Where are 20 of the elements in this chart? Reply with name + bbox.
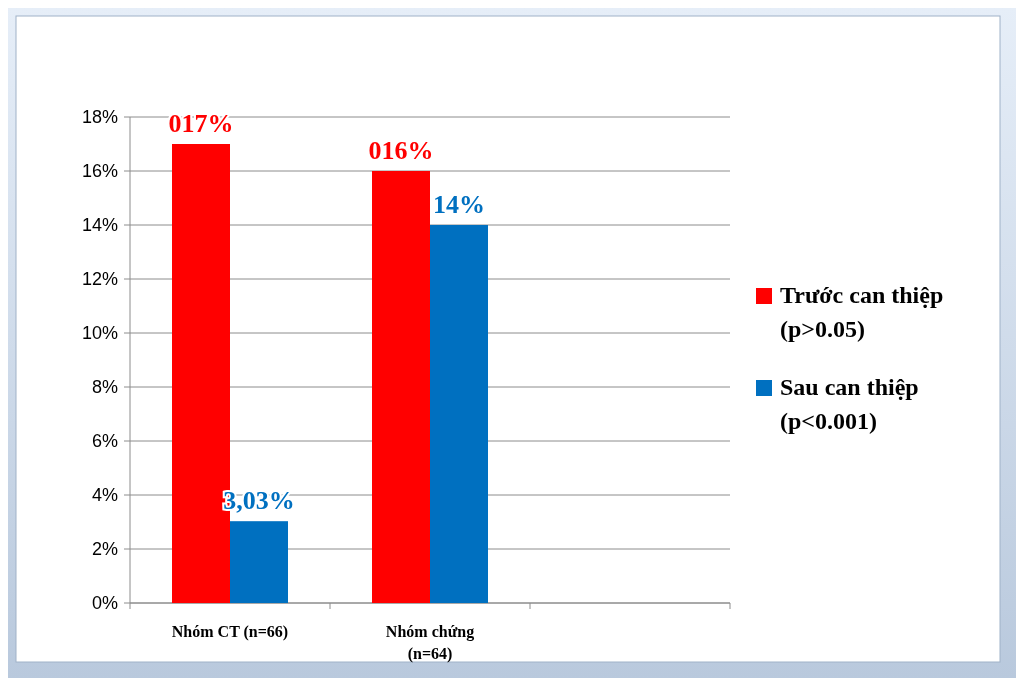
bar [230, 521, 288, 603]
y-tick-label: 12% [81, 269, 118, 290]
bar [430, 225, 488, 603]
bar [372, 171, 430, 603]
x-tick-label: Nhóm chứng (n=64) [385, 623, 475, 663]
y-tick-label: 8% [91, 377, 118, 398]
legend-label: Sau can thiệp (p<0.001) [780, 374, 919, 434]
legend-label: Trước can thiệp (p>0.05) [780, 282, 944, 342]
y-tick-label: 18% [81, 107, 118, 128]
y-tick-label: 6% [91, 431, 118, 452]
y-tick-label: 10% [81, 323, 118, 344]
data-label: 14% [433, 190, 485, 219]
data-label: 016% [368, 136, 434, 165]
data-label: 017% [168, 109, 234, 138]
y-tick-label: 14% [81, 215, 118, 236]
y-tick-label: 0% [91, 593, 118, 614]
y-tick-label: 4% [91, 485, 118, 506]
x-tick-label: Nhóm CT (n=66) [171, 623, 289, 641]
y-tick-label: 16% [81, 161, 118, 182]
y-tick-label: 2% [91, 539, 118, 560]
